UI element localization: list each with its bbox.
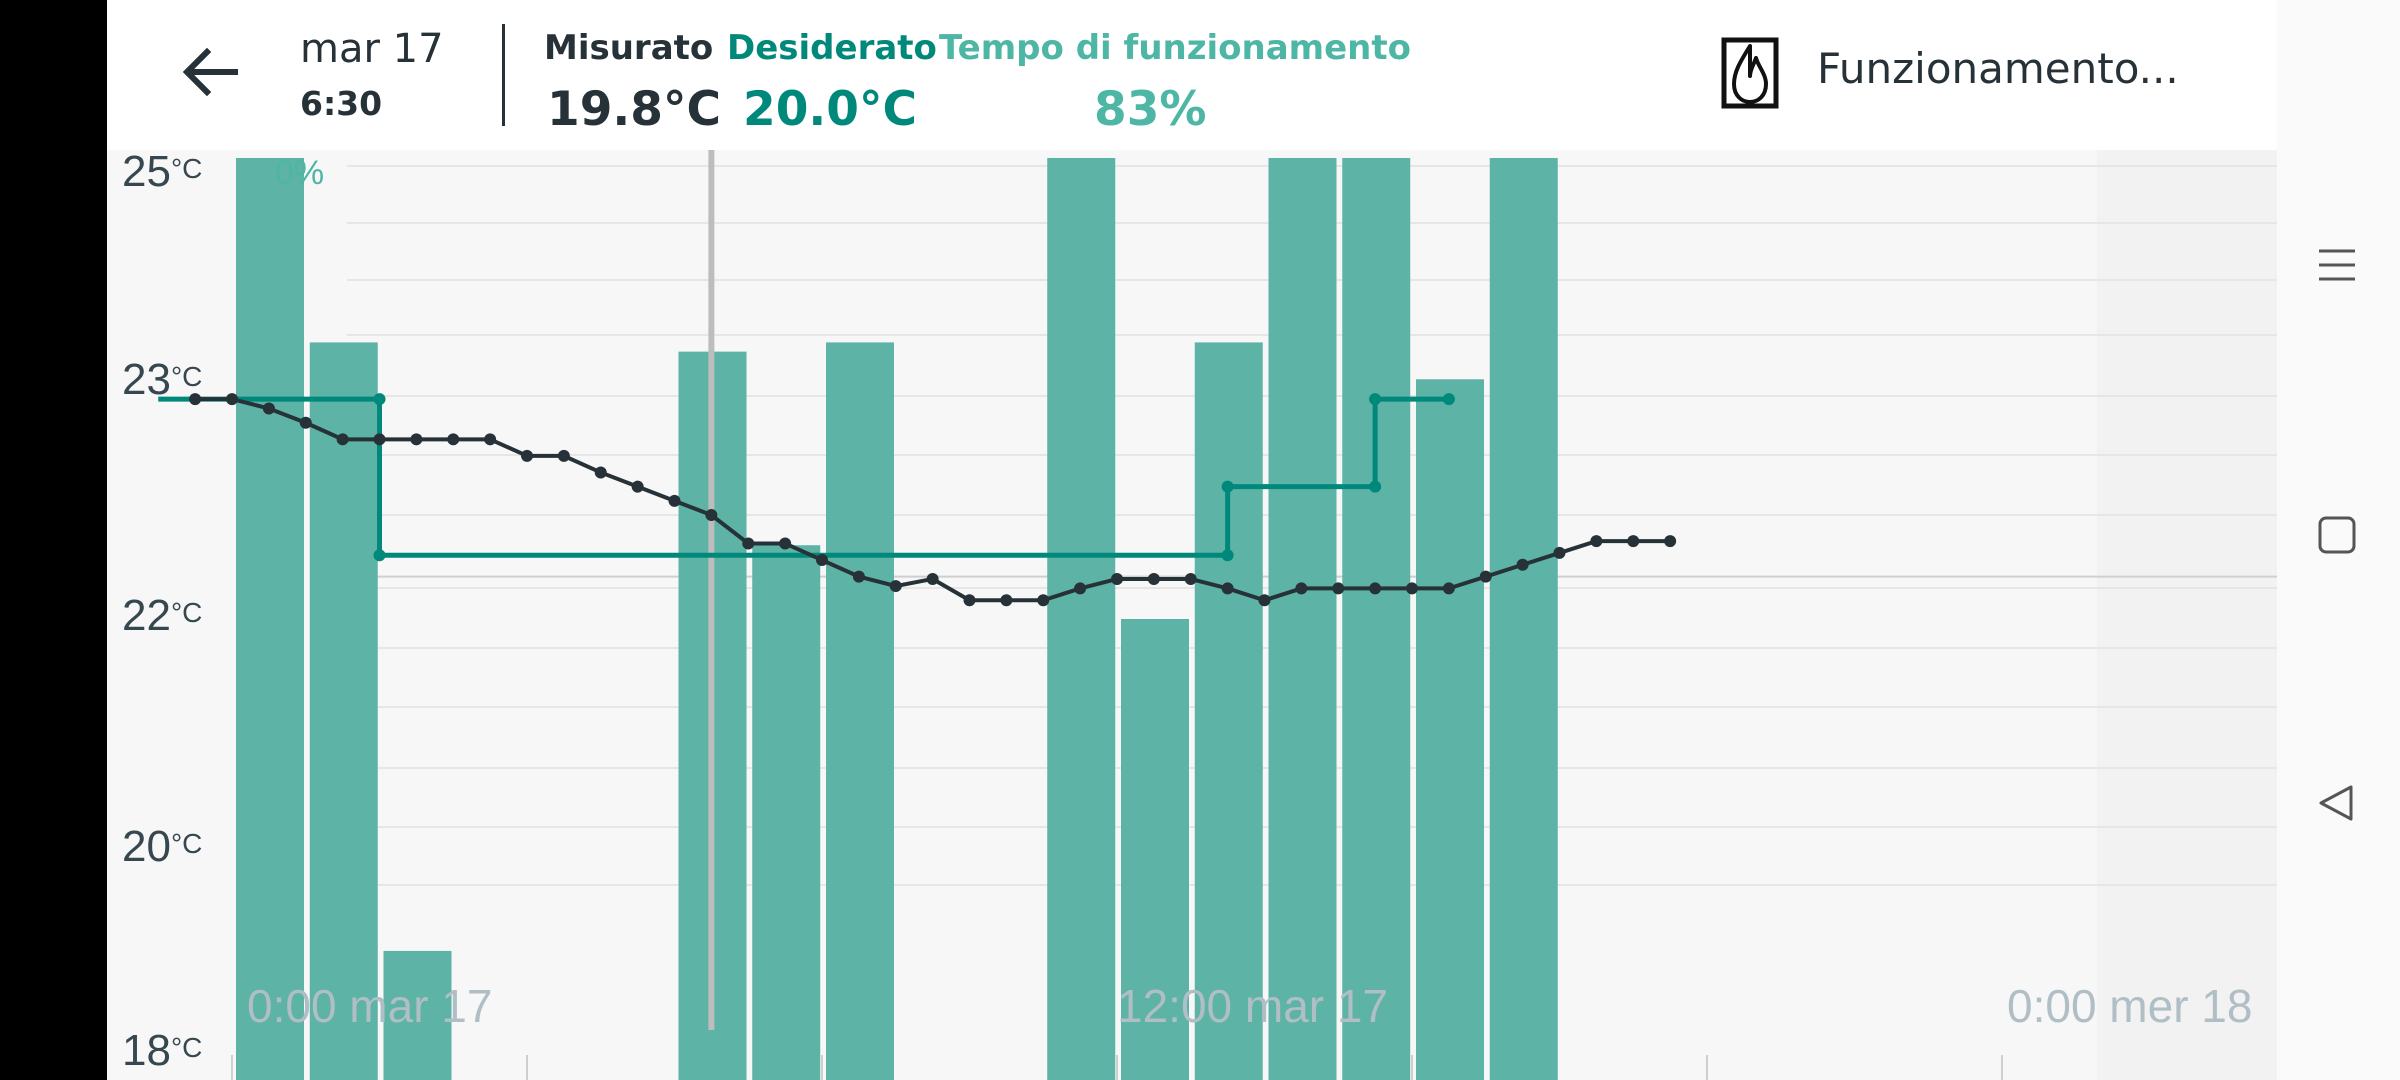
measured-point <box>1147 572 1160 585</box>
header-divider <box>502 24 505 126</box>
measured-point <box>410 433 423 446</box>
measured-point <box>1406 582 1418 595</box>
desired-point <box>373 393 386 406</box>
measured-point <box>373 433 386 446</box>
measured-point <box>963 594 976 607</box>
home-square-icon[interactable] <box>2317 515 2357 555</box>
app-window: mar 17 6:30 Misurato 19.8°C Desiderato 2… <box>107 0 2277 1080</box>
measured-point <box>1295 582 1308 595</box>
runtime-bar <box>383 950 452 1080</box>
desired-point <box>1221 549 1234 562</box>
measured-point <box>484 433 497 446</box>
desired-point <box>1442 393 1455 406</box>
system-nav-bar <box>2277 0 2400 1080</box>
back-triangle-icon[interactable] <box>2317 783 2357 823</box>
measured-point <box>521 449 533 462</box>
measured-point <box>1627 535 1640 548</box>
measured-point <box>705 509 718 522</box>
operating-mode-selector[interactable]: Funzionamento... <box>1817 44 2179 93</box>
time-label: 6:30 <box>300 84 383 123</box>
runtime-bar <box>1194 342 1263 1080</box>
runtime-bar <box>826 342 894 1080</box>
runtime-bar <box>752 545 821 1080</box>
measured-point <box>226 393 238 406</box>
measured-point <box>816 554 828 567</box>
measured-point <box>189 393 202 406</box>
runtime-value: 83% <box>1094 82 1207 137</box>
measured-point <box>926 572 939 585</box>
measured-value: 19.8°C <box>547 82 721 137</box>
back-arrow-icon[interactable] <box>175 40 245 104</box>
header: mar 17 6:30 Misurato 19.8°C Desiderato 2… <box>107 0 2277 151</box>
x-tick-marks <box>231 1055 2003 1080</box>
desired-temperature-series <box>158 393 1455 562</box>
x-axis-label: 0:00 mar 17 <box>247 980 492 1032</box>
runtime-bar <box>1268 158 1337 1080</box>
measured-point <box>1332 582 1345 595</box>
runtime-bar <box>309 342 378 1080</box>
measured-point <box>262 402 275 415</box>
measured-point <box>1000 594 1013 607</box>
runtime-bar <box>1416 379 1484 1080</box>
flame-icon <box>1721 37 1779 109</box>
measured-point <box>1037 594 1050 607</box>
desired-label: Desiderato <box>727 28 937 68</box>
measured-point <box>889 580 902 593</box>
runtime-bar <box>1342 158 1411 1080</box>
measured-point <box>852 570 865 583</box>
measured-point <box>1442 582 1455 595</box>
measured-point <box>1479 570 1492 583</box>
runtime-bar <box>236 158 304 1080</box>
measured-point <box>1074 582 1087 595</box>
measured-point <box>1664 535 1677 548</box>
runtime-bar <box>1489 158 1558 1080</box>
y-axis-label: 18°C <box>122 1026 202 1075</box>
runtime-bar <box>1047 158 1116 1080</box>
measured-point <box>447 433 460 446</box>
x-axis-labels: 0:00 mar 17 12:00 mar 17 0:00 mer 18 <box>247 980 2252 1032</box>
measured-point <box>1553 546 1566 559</box>
runtime-axis-partial-label: 0% <box>275 154 324 192</box>
measured-point <box>1111 572 1123 585</box>
measured-point <box>779 537 792 550</box>
y-axis-label: 22°C <box>122 591 202 640</box>
measured-point <box>557 449 570 462</box>
measured-point <box>594 466 607 479</box>
desired-value: 20.0°C <box>743 82 917 137</box>
runtime-bars <box>236 158 1558 1080</box>
desired-line <box>158 396 1449 558</box>
measured-point <box>631 480 644 493</box>
measured-point <box>1258 594 1271 607</box>
desired-point <box>1369 480 1382 493</box>
measured-temperature-series <box>189 393 1677 607</box>
measured-point <box>1369 582 1382 595</box>
desired-point <box>1369 393 1382 406</box>
measured-point <box>299 416 312 429</box>
runtime-bar <box>1121 619 1189 1080</box>
measured-point <box>668 494 681 507</box>
desired-point <box>373 549 386 562</box>
measured-label: Misurato <box>544 28 714 68</box>
chart-background <box>107 150 2277 1080</box>
measured-point <box>742 537 755 550</box>
chart-right-band <box>2097 150 2277 1080</box>
measured-point <box>1184 572 1197 585</box>
measured-point <box>1221 582 1234 595</box>
measured-point <box>336 433 349 446</box>
temperature-runtime-chart[interactable]: 25°C23°C22°C20°C18°C 0% 0:00 mar 17 12:00… <box>107 150 2277 1080</box>
measured-point <box>1590 535 1603 548</box>
runtime-label: Tempo di funzionamento <box>939 28 1411 68</box>
date-label: mar 17 <box>300 26 444 72</box>
x-axis-label: 12:00 mar 17 <box>1117 980 1388 1032</box>
menu-icon[interactable] <box>2317 245 2357 285</box>
desired-point <box>1221 480 1234 493</box>
measured-point <box>1516 558 1529 571</box>
x-axis-label: 0:00 mer 18 <box>2007 980 2252 1032</box>
